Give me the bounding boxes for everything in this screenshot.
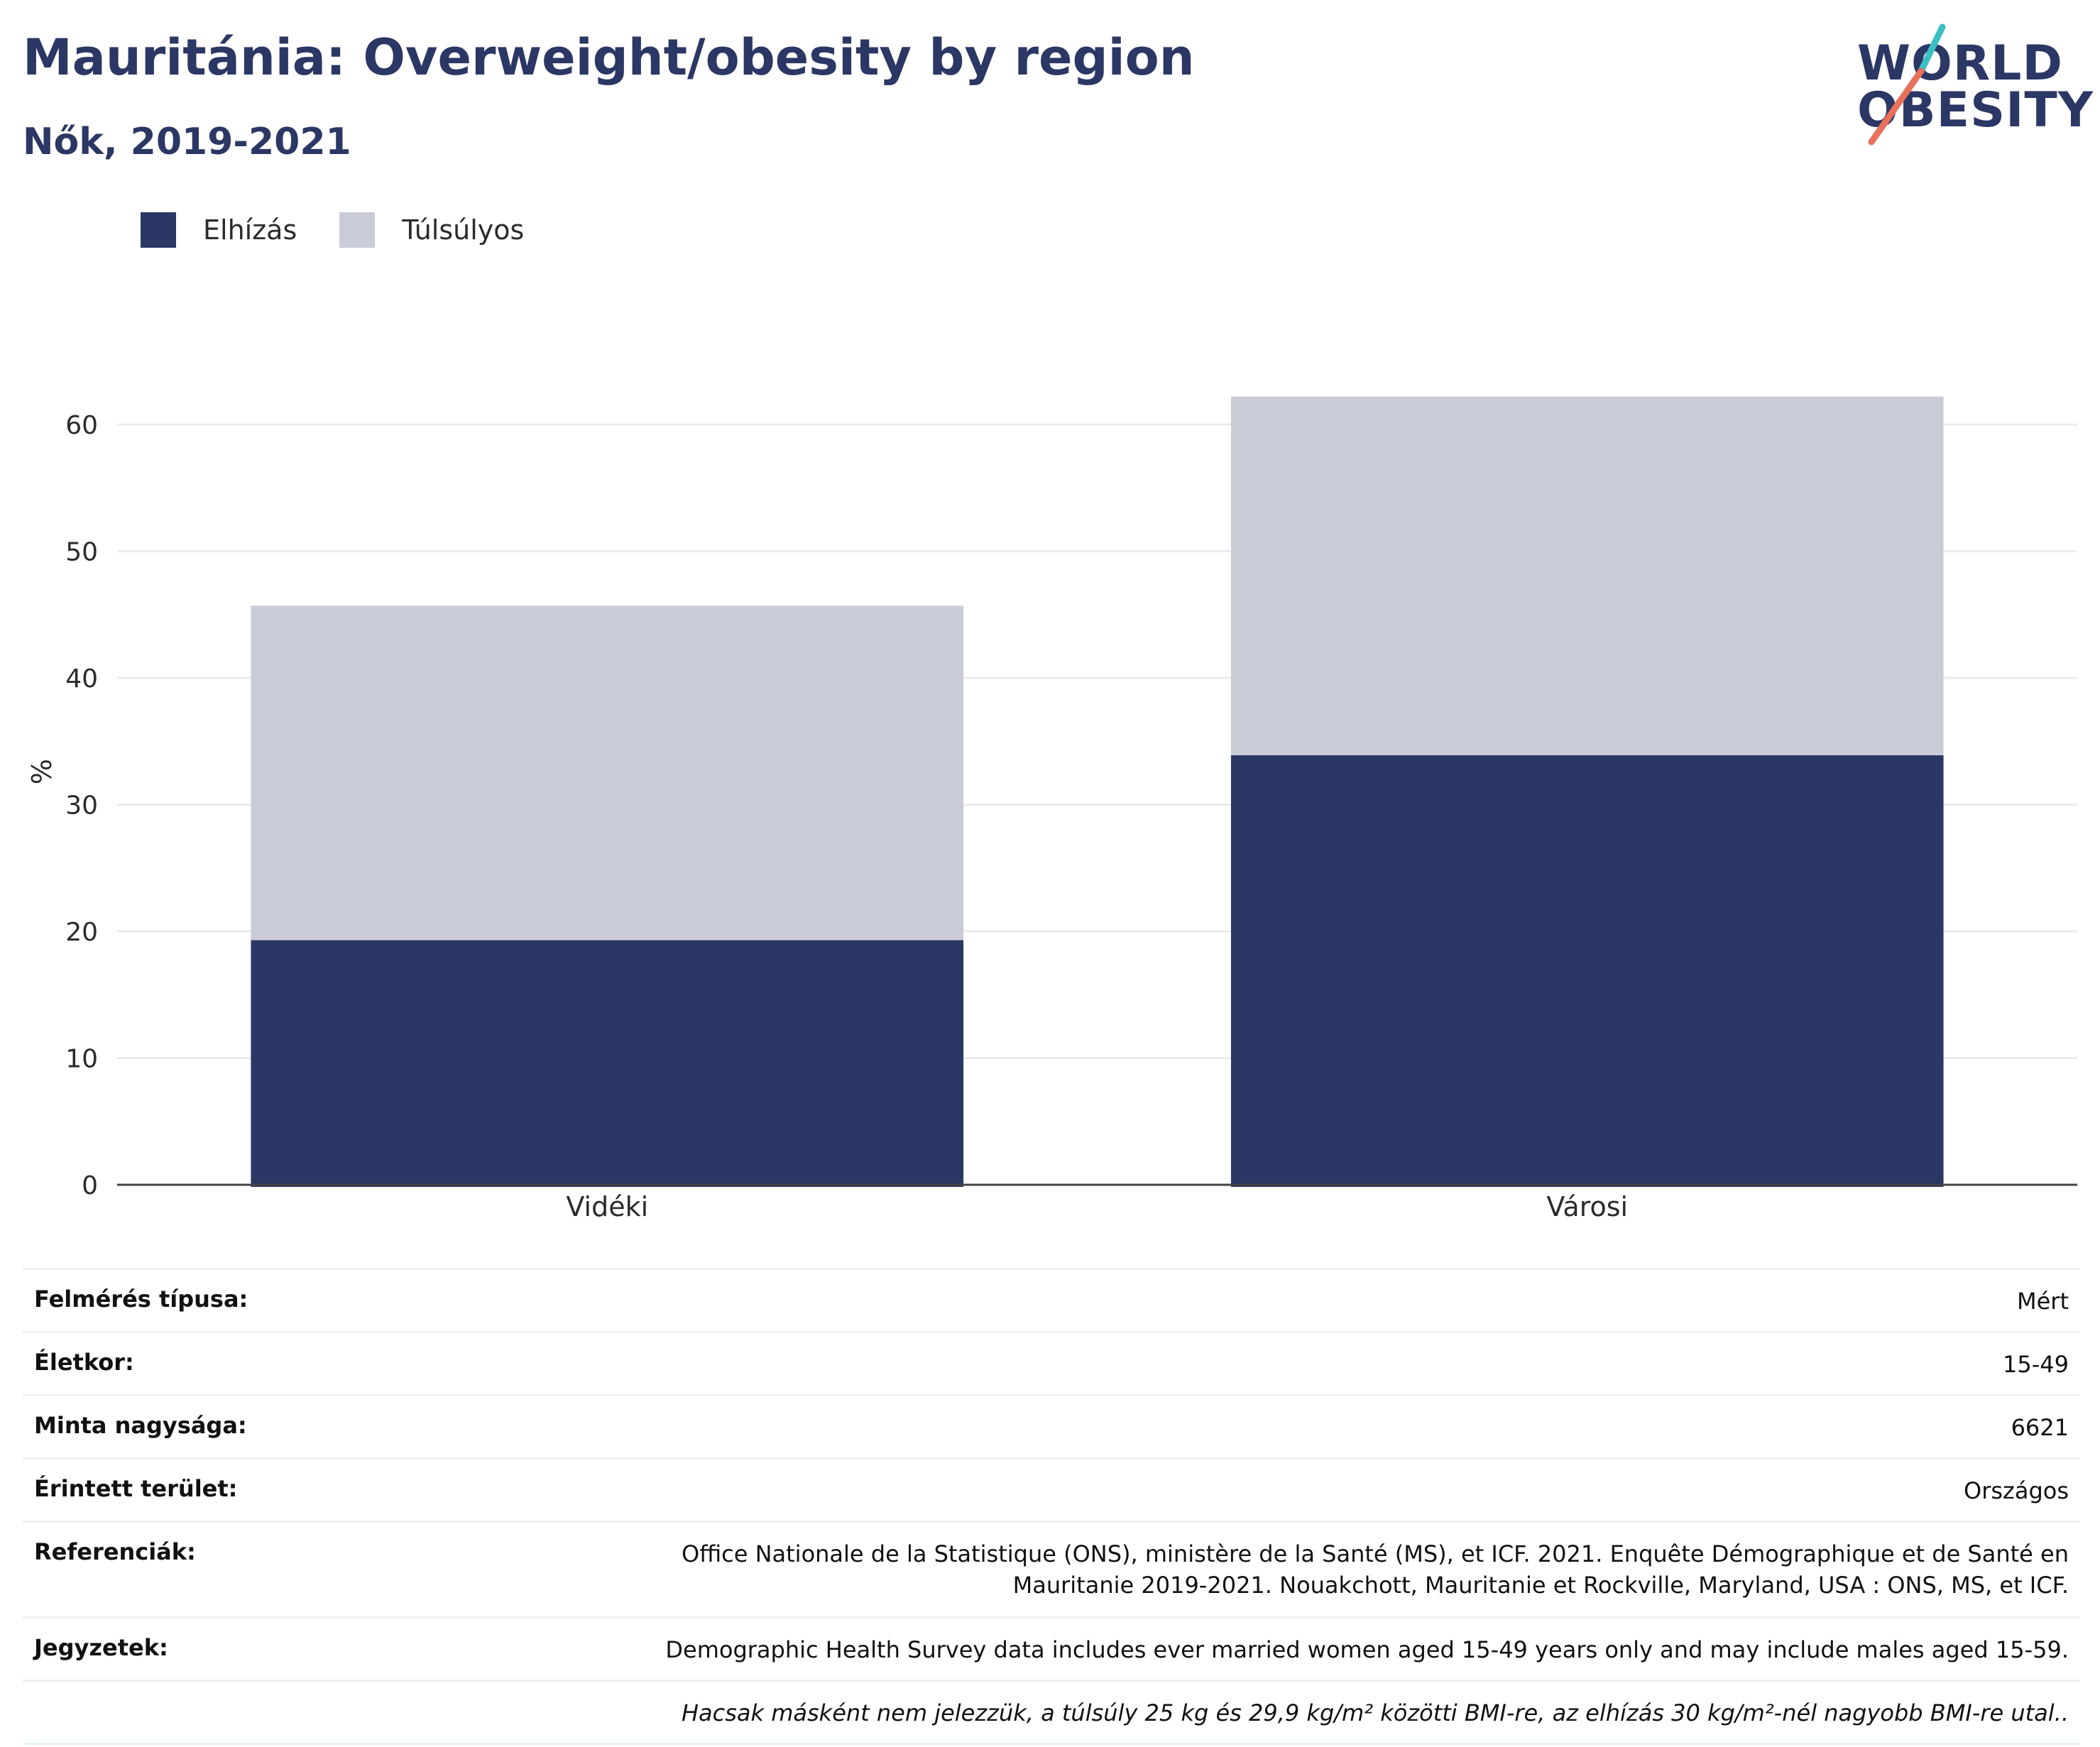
- meta-value: Mért: [2017, 1288, 2069, 1315]
- world-obesity-logo: WORLD OBESITY: [1853, 21, 2093, 146]
- metadata-table: Felmérés típusa: Mért Életkor: 15-49 Min…: [23, 1268, 2080, 1745]
- y-tick-label: 20: [65, 918, 98, 947]
- y-tick-label: 40: [65, 664, 98, 694]
- y-tick-label: 0: [82, 1171, 98, 1200]
- y-tick-label: 50: [65, 538, 98, 567]
- legend-label-obesity: Elhízás: [203, 214, 297, 246]
- meta-key: Referenciák:: [34, 1538, 196, 1565]
- meta-value: Országos: [1964, 1477, 2069, 1504]
- x-tick-label: Vidéki: [566, 1191, 648, 1222]
- meta-value: Office Nationale de la Statistique (ONS)…: [682, 1540, 2069, 1599]
- legend-swatch-overweight: [339, 212, 376, 248]
- chart-title: Mauritánia: Overweight/obesity by region: [23, 28, 1195, 87]
- meta-value: Hacsak másként nem jelezzük, a túlsúly 2…: [681, 1699, 2069, 1726]
- x-tick-label: Városi: [1546, 1191, 1628, 1222]
- meta-value: 6621: [2011, 1414, 2069, 1441]
- meta-value: 15-49: [2003, 1351, 2069, 1378]
- y-axis-label: %: [26, 759, 58, 784]
- bar-obesity: [251, 940, 964, 1187]
- meta-row-definition: Hacsak másként nem jelezzük, a túlsúly 2…: [23, 1680, 2080, 1745]
- legend-swatch-obesity: [141, 212, 176, 248]
- legend-label-overweight: Túlsúlyos: [402, 214, 525, 246]
- meta-key: Minta nagysága:: [34, 1412, 247, 1439]
- logo-slash-icon: [1868, 23, 1946, 146]
- bar-overweight: [251, 606, 964, 941]
- y-tick-label: 30: [65, 792, 98, 821]
- bar-overweight: [1230, 396, 1944, 755]
- meta-row-survey-type: Felmérés típusa: Mért: [23, 1268, 2080, 1331]
- legend-item-overweight: Túlsúlyos: [339, 212, 524, 248]
- meta-row-age: Életkor: 15-49: [23, 1331, 2080, 1394]
- meta-row-area: Érintett terület: Országos: [23, 1457, 2080, 1521]
- meta-row-notes: Jegyzetek: Demographic Health Survey dat…: [23, 1616, 2080, 1680]
- meta-key: Jegyzetek:: [34, 1634, 168, 1661]
- y-tick-label: 60: [65, 411, 98, 440]
- legend-item-obesity: Elhízás: [141, 212, 297, 248]
- chart-legend: Elhízás Túlsúlyos: [141, 209, 567, 251]
- y-tick-label: 10: [65, 1045, 98, 1074]
- meta-row-references: Referenciák: Office Nationale de la Stat…: [23, 1521, 2080, 1616]
- meta-key: Felmérés típusa:: [34, 1286, 248, 1313]
- meta-key: Érintett terület:: [34, 1475, 238, 1502]
- meta-row-sample-size: Minta nagysága: 6621: [23, 1394, 2080, 1457]
- stacked-bar-chart: 0 10 20 30 40 50 60% Vidéki Városi: [26, 396, 2077, 1222]
- meta-value: Demographic Health Survey data includes …: [665, 1636, 2069, 1663]
- logo-line-1: WORLD: [1857, 35, 2063, 92]
- chart-subtitle: Nők, 2019-2021: [23, 121, 351, 163]
- meta-key: Életkor:: [34, 1349, 134, 1376]
- bar-obesity: [1230, 755, 1944, 1187]
